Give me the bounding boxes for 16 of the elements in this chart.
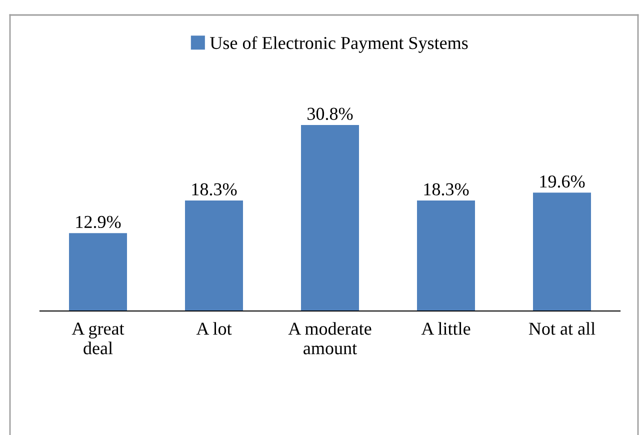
bar: [417, 200, 475, 311]
data-label: 12.9%: [76, 216, 121, 228]
x-tick-label: A moderate amount: [288, 322, 372, 354]
data-label: 18.3%: [424, 183, 469, 196]
bar: [301, 125, 359, 311]
x-tick-label: A great deal: [72, 322, 124, 354]
x-tick-label: A lot: [196, 322, 232, 335]
x-tick-label: A little: [421, 322, 470, 335]
bar: [69, 233, 127, 311]
legend-label: Use of Electronic Payment Systems: [210, 36, 468, 53]
data-label: 30.8%: [308, 108, 353, 120]
x-tick-label: Not at all: [528, 322, 596, 335]
data-label: 19.6%: [540, 175, 585, 188]
bar: [533, 192, 591, 311]
bar: [185, 200, 243, 311]
data-label: 18.3%: [192, 183, 237, 196]
